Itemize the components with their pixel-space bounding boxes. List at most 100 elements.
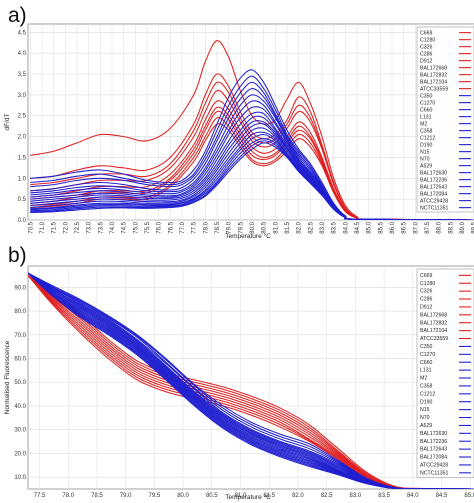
x-tick-label: 76.5 (168, 221, 174, 233)
x-tick-label: 85.0 (464, 493, 474, 499)
chart-panel-a: a) 0.0 0.5 1.0 1.5 2.0 2.5 3.0 3.5 4.0 4.5 70.5 71.0… (4, 4, 474, 240)
x-tick-label: 77.0 (180, 221, 186, 233)
y-tick-label: 20.0 (14, 451, 26, 457)
y-tick-label: 1.5 (18, 155, 27, 161)
legend-entry-label: BAL172236 (420, 439, 447, 445)
y-axis-label: dF/dT (4, 113, 11, 130)
x-tick-label: 89.0 (460, 221, 466, 233)
legend-entry-label: C1270 (420, 100, 435, 106)
y-tick-label: 60.0 (14, 357, 26, 363)
legend-entry-label: C660 (420, 107, 433, 113)
x-tick-label: 84.5 (436, 493, 448, 499)
gridlines (28, 24, 474, 221)
legend-entry-label: C1270 (420, 352, 435, 358)
legend-box (416, 26, 474, 213)
panel-label: b) (8, 244, 27, 267)
legend-entry-label: C1280 (420, 281, 435, 287)
x-tick-label: 71.5 (52, 221, 58, 233)
legend-entry-label: C326 (420, 44, 433, 50)
y-tick-label: 4.0 (18, 51, 27, 57)
legend: C669C1280C326C286D912BAL172668BAL172832B… (416, 268, 474, 478)
x-tick-label: 78.5 (91, 493, 103, 499)
x-tick-label: 83.5 (378, 493, 390, 499)
series-line-bal172832 (30, 106, 474, 220)
x-tick-label: 83.0 (350, 493, 362, 499)
y-tick-label: 3.5 (18, 72, 27, 78)
legend: C669C1280C326C286D912BAL172668BAL172832B… (416, 26, 474, 213)
legend-entry-label: NCTC11351 (420, 470, 449, 476)
x-tick-label: 80.0 (250, 221, 256, 233)
x-tick-label: 84.0 (343, 221, 349, 233)
x-tick-label: 81.5 (285, 221, 291, 233)
series-line-nctc11351 (28, 272, 474, 489)
x-tick-label: 76.0 (157, 221, 163, 233)
x-tick-label: 80.0 (177, 493, 189, 499)
legend-entry-label: C350 (420, 344, 433, 350)
legend-entry-label: C350 (420, 93, 433, 99)
y-tick-label: 4.5 (18, 30, 27, 36)
x-tick-label: 82.5 (308, 221, 314, 233)
legend-entry-label: D190 (420, 142, 433, 148)
x-tick-label: 85.5 (378, 221, 384, 233)
legend-entry-label: N70 (420, 415, 430, 421)
x-tick-label: 72.5 (75, 221, 81, 233)
legend-entry-label: D190 (420, 399, 433, 405)
y-axis-label: Normalised Fluorescence (4, 340, 11, 414)
legend-entry-label: BAL172236 (420, 177, 447, 183)
legend-entry-label: BAL172668 (420, 65, 447, 71)
x-tick-label: 82.0 (292, 493, 304, 499)
legend-entry-label: A529 (420, 423, 432, 429)
y-tick-label: 90.0 (14, 285, 26, 291)
y-tick-label: 0.0 (18, 218, 27, 224)
legend-entry-label: C286 (420, 51, 433, 57)
x-tick-label: 73.5 (98, 221, 104, 233)
legend-entry-label: ATCC33559 (420, 336, 448, 342)
legend-entry-label: D912 (420, 305, 433, 311)
legend-entry-label: N15 (420, 149, 430, 155)
x-tick-label: 87.5 (425, 221, 431, 233)
legend-entry-label: C1212 (420, 135, 435, 141)
legend-entry-label: BAL172084 (420, 455, 447, 461)
x-tick-label: 84.5 (355, 221, 361, 233)
plot-area (27, 23, 474, 221)
y-tick-label: 70.0 (14, 333, 26, 339)
legend-entry-label: C669 (420, 30, 433, 36)
series-lines (30, 40, 474, 220)
series-line-nctc11351 (30, 142, 474, 220)
legend-entry-label: L131 (420, 114, 432, 120)
y-tick-label: 1.0 (18, 176, 27, 182)
x-axis-label: Temperature °C (225, 232, 271, 240)
legend-entry-label: BAL172832 (420, 72, 447, 78)
x-tick-label: 73.0 (87, 221, 93, 233)
x-tick-label: 83.5 (332, 221, 338, 233)
x-tick-label: 71.0 (40, 221, 46, 233)
panel-label: a) (8, 4, 27, 27)
legend-entry-label: BAL172084 (420, 191, 447, 197)
y-tick-label: 80.0 (14, 309, 26, 315)
x-axis-label: Temperature °C (225, 493, 271, 501)
x-tick-label: 80.5 (262, 221, 268, 233)
x-tick-label: 78.5 (215, 221, 221, 233)
x-tick-label: 79.5 (149, 493, 161, 499)
x-tick-label: 86.5 (402, 221, 408, 233)
series-line-c1280 (28, 275, 474, 489)
x-tick-label: 75.5 (145, 221, 151, 233)
legend-entry-label: C358 (420, 128, 433, 134)
legend-entry-label: ATCC29428 (420, 198, 448, 204)
y-tick-label: 10.0 (14, 475, 26, 481)
y-tick-label: 2.5 (18, 114, 27, 120)
legend-entry-label: ATCC33559 (420, 86, 448, 92)
y-tick-label: 40.0 (14, 404, 26, 410)
legend-entry-label: ATCC29428 (420, 463, 448, 469)
series-line-c350 (30, 69, 474, 220)
legend-entry-label: C358 (420, 384, 433, 390)
x-tick-label: 74.5 (122, 221, 128, 233)
x-tick-label: 81.0 (273, 221, 279, 233)
x-tick-label: 77.5 (192, 221, 198, 233)
legend-entry-label: M2 (420, 121, 427, 127)
legend-entry-label: BAL172104 (420, 79, 447, 85)
series-line-atcc33559 (30, 123, 474, 220)
x-tick-label: 75.0 (133, 221, 139, 233)
legend-entry-label: BAL172104 (420, 328, 447, 334)
